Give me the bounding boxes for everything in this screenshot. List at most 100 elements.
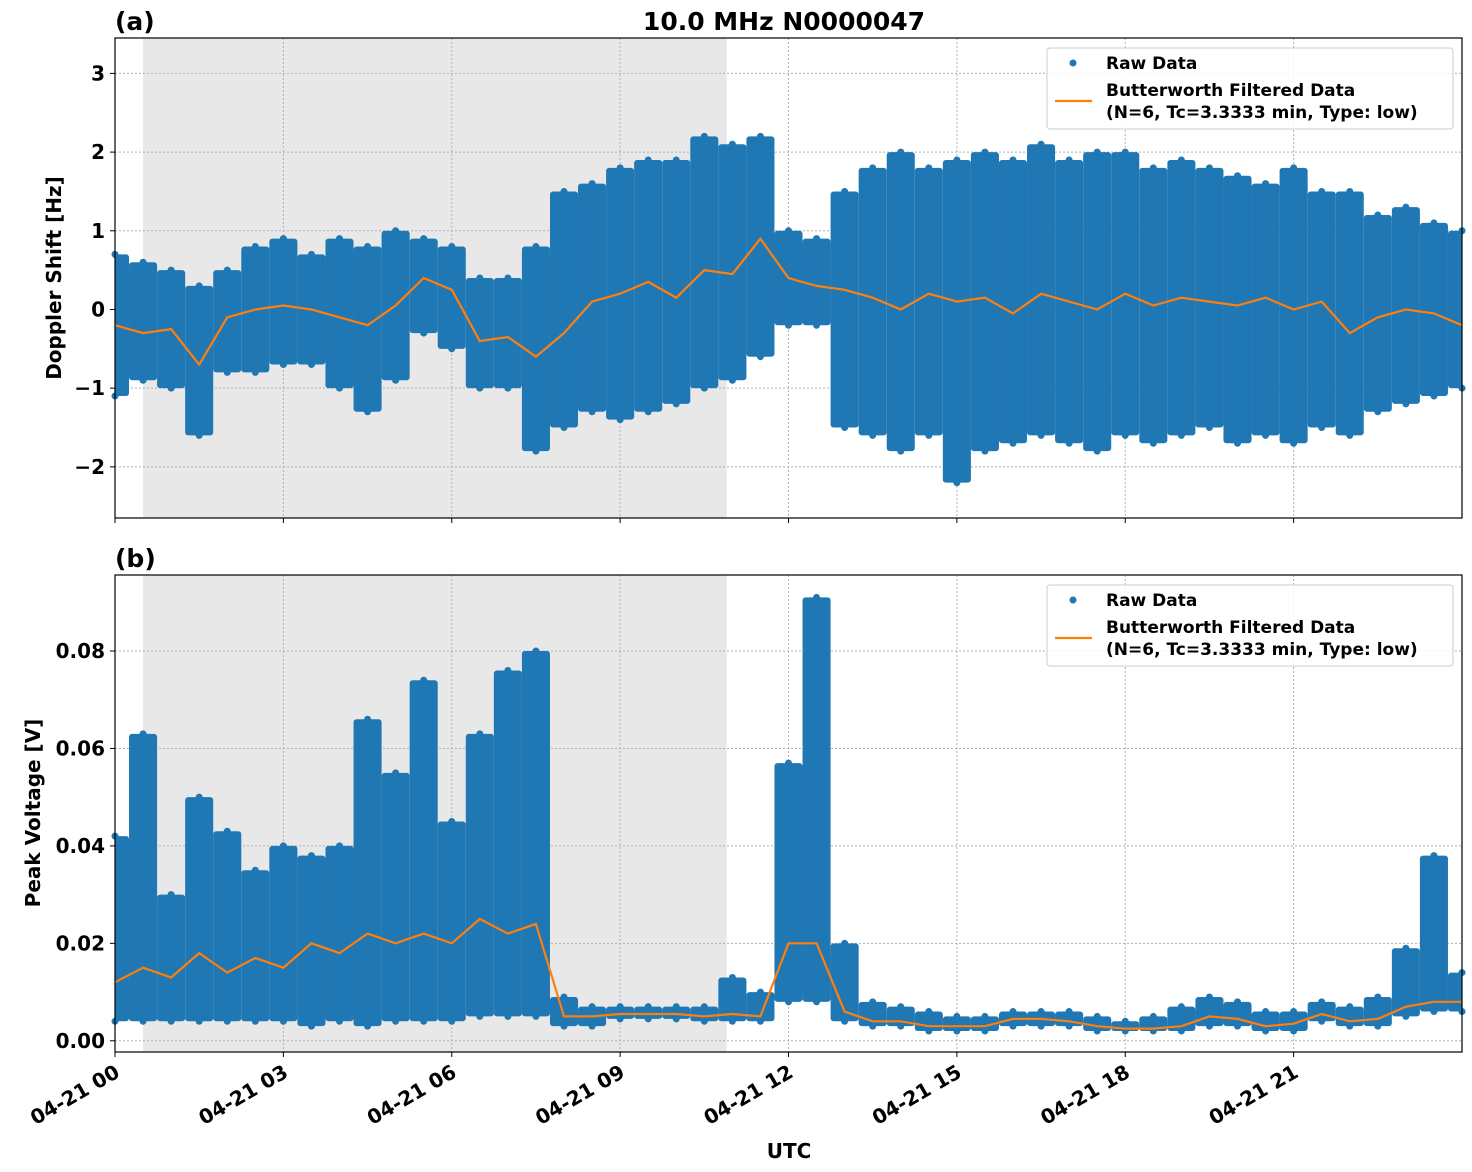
raw-data-bin	[409, 238, 438, 334]
raw-data-point	[1065, 1008, 1073, 1016]
raw-data-bin	[465, 278, 494, 389]
raw-data-point	[195, 431, 203, 439]
ylabel-a: Doppler Shift [Hz]	[42, 176, 66, 380]
raw-data-bin	[409, 680, 438, 1022]
raw-data-point	[279, 361, 287, 369]
raw-data-point	[1402, 944, 1410, 952]
raw-data-point	[756, 1017, 764, 1025]
raw-data-point	[1065, 439, 1073, 447]
raw-data-bin	[1307, 191, 1336, 428]
raw-data-point	[588, 408, 596, 416]
raw-data-bin	[1419, 222, 1448, 397]
raw-data-point	[1009, 1022, 1017, 1030]
raw-data-bin	[746, 136, 775, 357]
raw-data-point	[1037, 1022, 1045, 1030]
raw-data-point	[1290, 1008, 1298, 1016]
legend: Raw Data Butterworth Filtered Data(N=6, T…	[1046, 47, 1454, 130]
raw-data-point	[251, 368, 259, 376]
raw-data-point	[1262, 180, 1270, 188]
raw-data-point	[869, 164, 877, 172]
raw-data-point	[560, 424, 568, 432]
raw-data-point	[1234, 1022, 1241, 1030]
raw-data-point	[785, 759, 792, 767]
raw-data-point	[1402, 1012, 1410, 1020]
raw-data-point	[1402, 400, 1410, 408]
raw-data-bin	[115, 254, 130, 397]
raw-data-point	[588, 180, 596, 188]
raw-data-point	[728, 376, 736, 384]
raw-data-point	[1009, 1008, 1017, 1016]
raw-data-bin	[549, 996, 579, 1027]
raw-data-point	[785, 998, 792, 1006]
raw-data-bin	[662, 1006, 691, 1019]
raw-data-point	[195, 793, 203, 801]
raw-data-bin	[718, 977, 747, 1022]
raw-data-point	[223, 368, 231, 376]
raw-data-point	[841, 187, 849, 195]
raw-data-point	[476, 274, 484, 282]
raw-data-point	[644, 156, 652, 164]
raw-data-point	[1037, 140, 1045, 148]
raw-data-point	[1374, 408, 1382, 416]
raw-data-bin	[690, 136, 719, 389]
raw-data-point	[223, 266, 231, 274]
raw-data-point	[1093, 1027, 1101, 1035]
raw-data-point	[1121, 148, 1129, 156]
raw-data-point	[1149, 439, 1157, 447]
raw-data-point	[1205, 164, 1213, 172]
raw-data-point	[392, 227, 400, 235]
raw-data-point	[1121, 1017, 1129, 1025]
raw-data-bin	[213, 831, 242, 1022]
raw-data-point	[251, 866, 259, 874]
raw-data-bin	[634, 159, 663, 412]
raw-data-point	[139, 376, 147, 384]
raw-data-point	[869, 998, 877, 1006]
raw-data-point	[925, 164, 933, 172]
raw-data-point	[448, 1017, 456, 1025]
raw-data-point	[1430, 219, 1438, 227]
raw-data-point	[981, 447, 989, 455]
y-tick-label: 0.06	[56, 736, 105, 760]
raw-data-point	[1318, 187, 1326, 195]
raw-data-point	[897, 148, 905, 156]
raw-data-point	[167, 1017, 175, 1025]
raw-data-bin	[970, 152, 999, 452]
raw-data-point	[1093, 148, 1101, 156]
raw-data-bin	[465, 733, 494, 1017]
raw-data-bin	[185, 285, 214, 436]
raw-data-point	[448, 243, 456, 251]
raw-data-point	[532, 243, 540, 251]
raw-data-point	[588, 1022, 596, 1030]
raw-data-point	[813, 998, 821, 1006]
raw-data-point	[981, 148, 989, 156]
raw-data-point	[307, 852, 315, 860]
raw-data-bin	[325, 845, 354, 1022]
raw-data-bin	[578, 183, 607, 412]
x-tick-label: 04-21 03	[194, 1060, 292, 1130]
raw-data-point	[1430, 852, 1438, 860]
raw-data-point	[1205, 1022, 1213, 1030]
raw-data-point	[1009, 439, 1017, 447]
raw-data-point	[813, 593, 821, 601]
raw-data-point	[1065, 156, 1073, 164]
raw-data-bin	[381, 772, 410, 1022]
raw-data-bin	[1363, 996, 1392, 1027]
raw-data-point	[672, 1003, 680, 1011]
raw-data-point	[392, 376, 400, 384]
y-tick-label: 2	[91, 140, 105, 164]
raw-data-point	[1402, 203, 1410, 211]
raw-data-bin	[858, 167, 887, 436]
raw-data-point	[672, 156, 680, 164]
raw-data-point	[785, 227, 792, 235]
raw-data-bin	[241, 870, 270, 1022]
raw-data-point	[700, 132, 708, 140]
raw-data-point	[307, 250, 315, 258]
raw-data-point	[1205, 424, 1213, 432]
raw-data-bin	[942, 159, 971, 483]
raw-data-point	[364, 408, 372, 416]
raw-data-point	[925, 1027, 933, 1035]
raw-data-point	[251, 1017, 259, 1025]
raw-data-point	[560, 1022, 568, 1030]
raw-data-point	[336, 235, 343, 243]
raw-data-bin	[493, 670, 522, 1017]
